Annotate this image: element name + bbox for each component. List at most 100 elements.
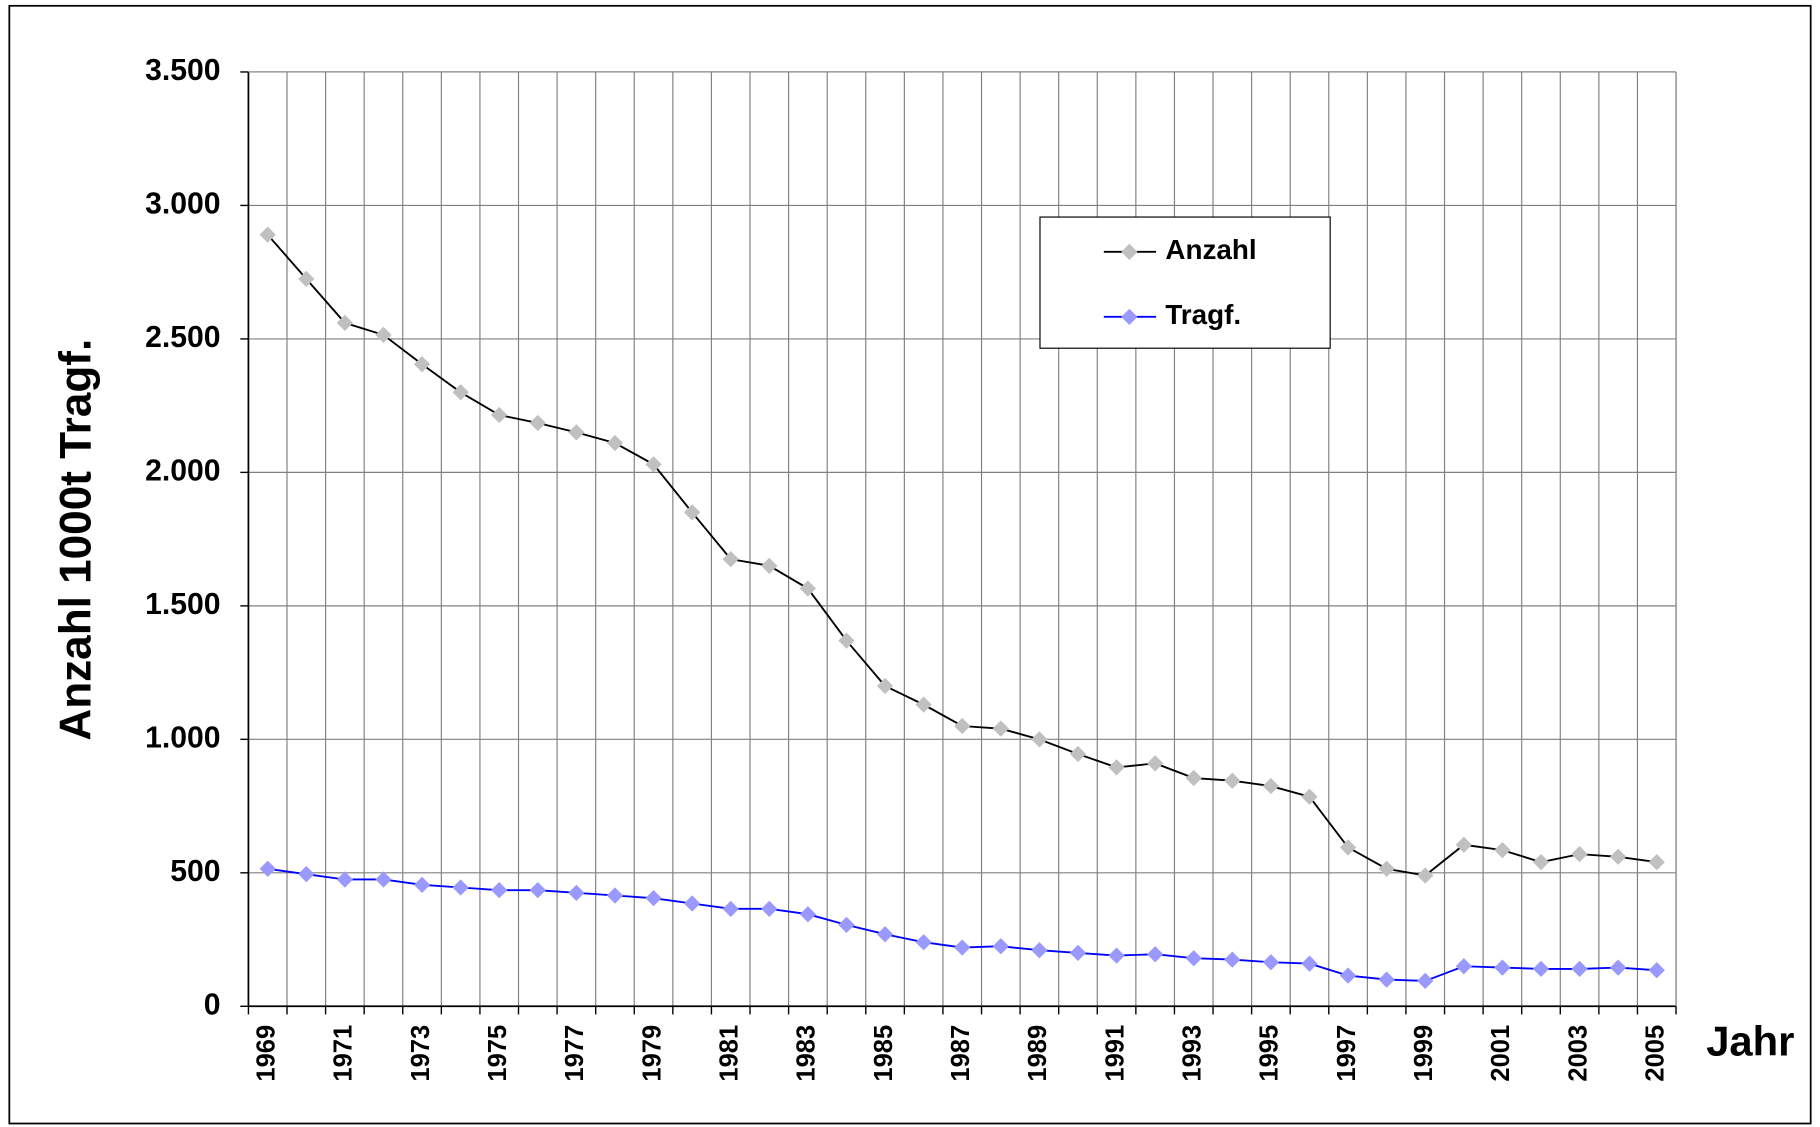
data-point	[298, 866, 315, 883]
y-tick-label: 3.500	[145, 54, 220, 87]
x-tick-label: 1973	[407, 1025, 435, 1082]
data-point	[259, 860, 276, 877]
data-point	[336, 314, 354, 332]
data-point	[684, 504, 701, 521]
x-tick-label: 1985	[870, 1025, 898, 1082]
data-point	[799, 906, 817, 923]
data-point	[684, 895, 701, 912]
data-point	[915, 696, 932, 713]
x-tick-label: 1981	[715, 1025, 743, 1082]
data-point	[992, 720, 1009, 737]
x-tick-label: 1975	[484, 1025, 512, 1082]
data-point	[491, 406, 508, 424]
data-point	[876, 926, 894, 943]
data-point	[1069, 745, 1087, 763]
data-point	[298, 270, 315, 287]
data-point	[1339, 967, 1357, 984]
data-point	[645, 456, 662, 473]
data-point	[529, 882, 546, 899]
y-tick-label: 3.000	[145, 187, 220, 220]
x-tick-label: 1995	[1256, 1025, 1284, 1082]
data-point	[606, 887, 624, 904]
data-point	[1610, 848, 1627, 865]
data-point	[954, 939, 971, 956]
x-tick-label: 2001	[1487, 1025, 1515, 1082]
data-point	[1571, 960, 1588, 978]
data-point	[954, 717, 971, 735]
legend-label: Anzahl	[1165, 234, 1256, 265]
x-tick-label: 1993	[1178, 1025, 1206, 1082]
data-point	[1610, 959, 1627, 976]
data-point	[375, 326, 392, 344]
chart-border	[8, 4, 1812, 1125]
x-tick-label: 1969	[252, 1025, 280, 1082]
data-point	[568, 424, 585, 441]
legend-marker	[1121, 308, 1138, 325]
y-tick-label: 500	[170, 855, 220, 888]
data-point	[1185, 769, 1202, 787]
x-tick-label: 1999	[1410, 1025, 1438, 1082]
x-tick-label: 2005	[1641, 1025, 1669, 1082]
data-point	[1455, 836, 1472, 853]
data-point	[1417, 972, 1434, 990]
data-point	[1301, 788, 1318, 805]
y-tick-label: 2.000	[145, 454, 220, 487]
x-tick-label: 1979	[638, 1025, 666, 1082]
data-point	[259, 226, 276, 243]
data-point	[375, 871, 392, 888]
x-tick-label: 1987	[947, 1025, 975, 1082]
data-point	[568, 884, 585, 901]
x-tick-label: 1997	[1333, 1025, 1361, 1082]
data-point	[452, 879, 469, 896]
data-point	[491, 882, 508, 899]
data-point	[1339, 839, 1357, 856]
data-point	[336, 871, 354, 888]
data-point	[1532, 854, 1550, 871]
data-point	[452, 384, 469, 401]
data-point	[1494, 959, 1511, 976]
data-point	[413, 876, 431, 893]
data-point	[876, 677, 894, 695]
data-point	[838, 916, 855, 933]
x-axis-title: Jahr	[1706, 1018, 1794, 1065]
data-point	[1185, 950, 1202, 967]
y-tick-label: 2.500	[145, 321, 220, 354]
y-tick-label: 1.500	[145, 588, 220, 621]
data-point	[838, 632, 855, 649]
data-point	[413, 356, 431, 373]
legend-label: Tragf.	[1165, 299, 1241, 330]
data-point	[1571, 846, 1588, 863]
data-point	[992, 938, 1009, 955]
data-point	[722, 551, 739, 568]
legend-box	[1039, 216, 1331, 349]
data-point	[799, 580, 817, 597]
legend-marker	[1121, 243, 1138, 260]
data-point	[1069, 944, 1087, 962]
data-point	[1532, 960, 1550, 978]
y-axis-title: Anzahl 1000t Tragf.	[52, 339, 101, 741]
data-point	[645, 890, 662, 907]
x-tick-label: 1989	[1024, 1025, 1052, 1082]
data-point	[1455, 958, 1472, 975]
data-point	[915, 934, 932, 951]
y-tick-label: 1.000	[145, 721, 220, 754]
data-point	[529, 414, 546, 432]
data-point	[606, 434, 624, 452]
legend: Anzahl Tragf.	[1039, 216, 1331, 349]
data-point	[1108, 947, 1125, 964]
data-point	[1301, 955, 1318, 972]
data-point	[761, 900, 778, 917]
data-point	[1494, 842, 1511, 859]
x-tick-label: 2003	[1564, 1025, 1592, 1082]
x-tick-label: 1983	[793, 1025, 821, 1082]
data-point	[722, 900, 739, 917]
x-tick-label: 1991	[1101, 1025, 1129, 1082]
data-point	[1108, 759, 1125, 776]
x-tick-label: 1971	[330, 1025, 358, 1082]
data-point	[1417, 867, 1434, 884]
data-point	[761, 557, 778, 574]
y-tick-label: 0	[204, 988, 221, 1021]
x-tick-label: 1977	[561, 1025, 589, 1082]
